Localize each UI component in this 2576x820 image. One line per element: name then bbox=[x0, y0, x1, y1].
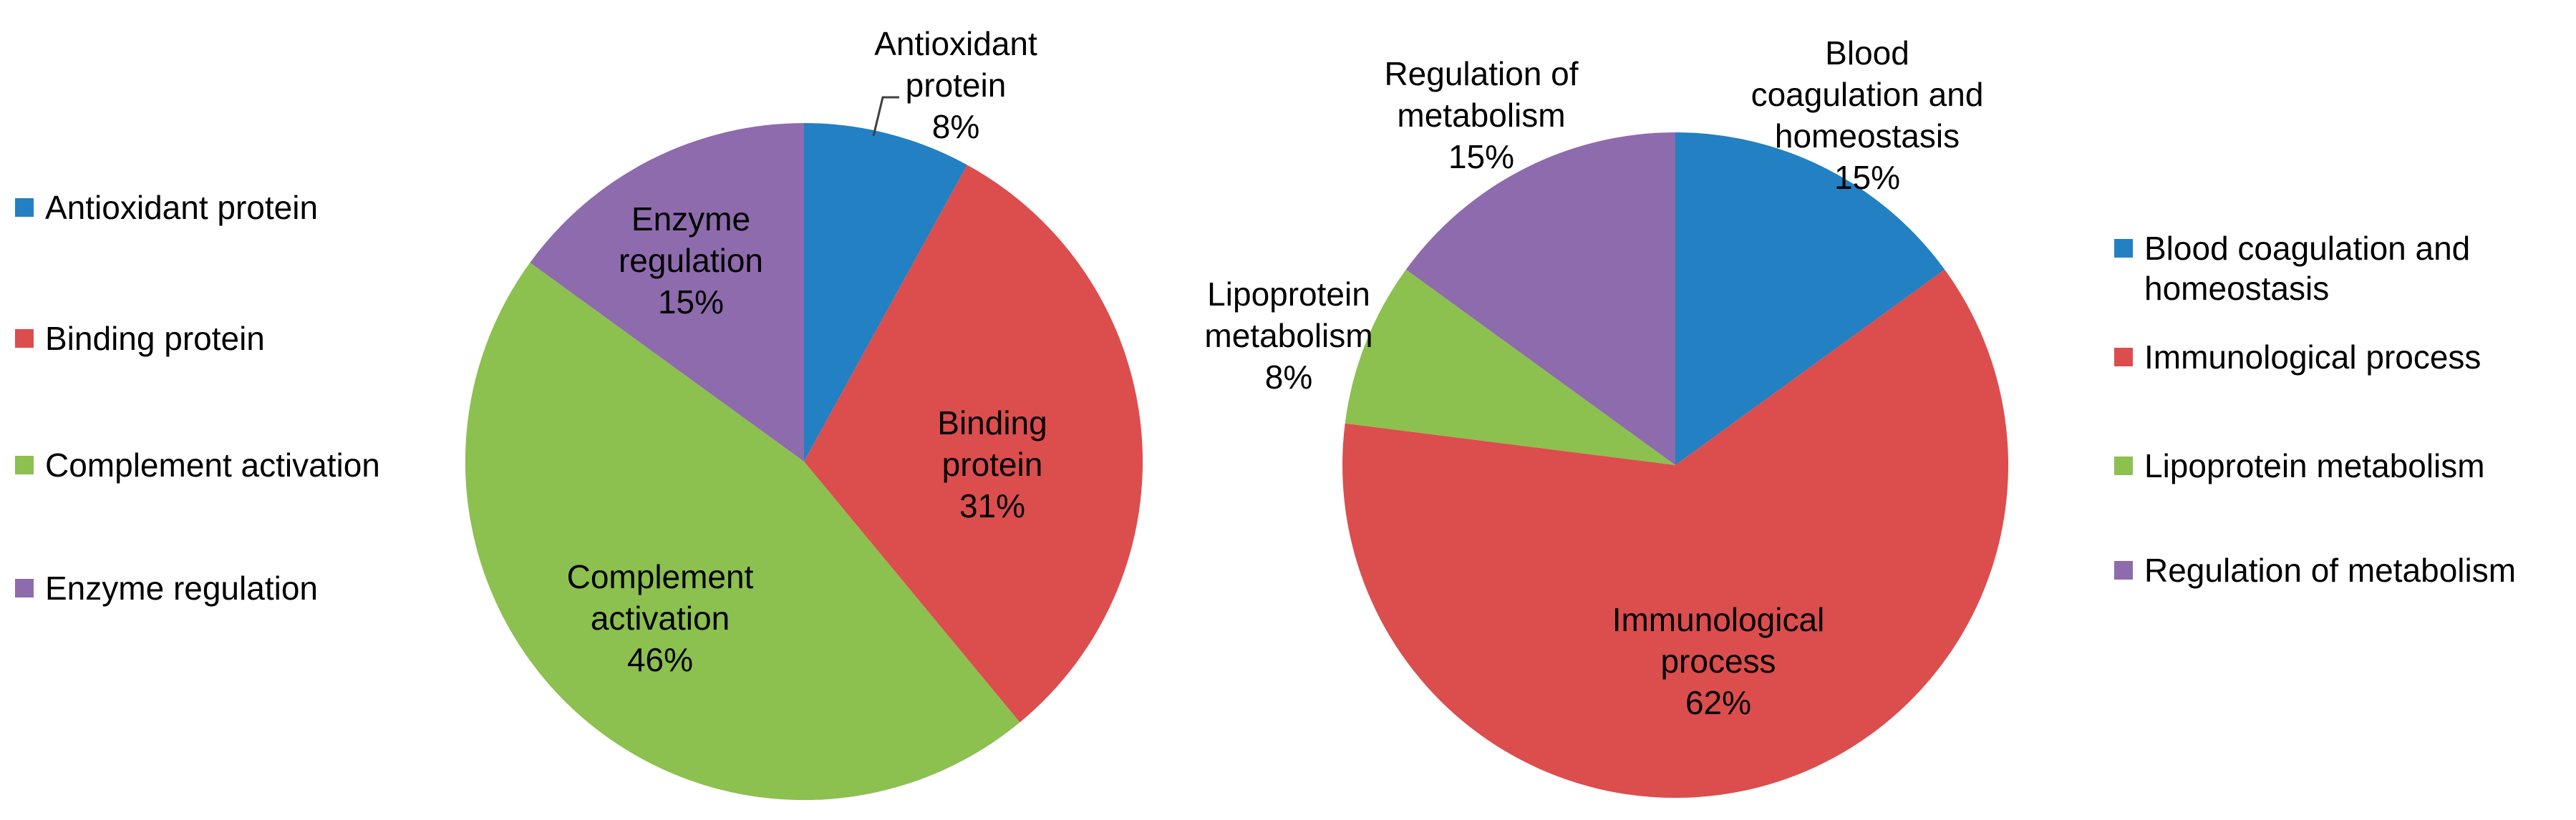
legend-swatch-regulation-of-metabolism bbox=[2114, 561, 2133, 580]
left-pie-legend: Antioxidant protein Binding protein Comp… bbox=[15, 187, 488, 631]
legend-label-complement-activation: Complement activation bbox=[45, 446, 380, 484]
right-pie-chart bbox=[1342, 132, 2009, 799]
pie-slice-complement-activation bbox=[465, 263, 1020, 801]
pie-slice-blood-coagulation-and-homeostasis bbox=[1675, 132, 1945, 465]
slice-label-complement-activation: Complement activation 46% bbox=[566, 558, 754, 678]
legend-swatch-blood-coagulation bbox=[2114, 239, 2133, 258]
legend-item-enzyme-regulation: Enzyme regulation bbox=[15, 568, 318, 608]
left-pie-chart bbox=[465, 123, 1143, 801]
slice-label-enzyme-regulation: Enzyme regulation 15% bbox=[618, 200, 764, 321]
legend-label-antioxidant-protein: Antioxidant protein bbox=[45, 189, 319, 226]
legend-item-binding-protein: Binding protein bbox=[15, 318, 265, 358]
pie-slice-enzyme-regulation bbox=[530, 123, 804, 462]
slice-label-immunological-process: Immunological process 62% bbox=[1612, 601, 1825, 721]
slice-label-lipoprotein-metabolism: Lipoprotein metabolism 8% bbox=[1204, 275, 1373, 396]
pie-slice-lipoprotein-metabolism bbox=[1345, 269, 1675, 465]
legend-item-regulation-of-metabolism: Regulation of metabolism bbox=[2114, 550, 2516, 590]
legend-swatch-immunological-process bbox=[2114, 348, 2133, 366]
antioxidant-callout-line bbox=[872, 96, 899, 137]
slice-label-blood-coagulation: Blood coagulation and homeostasis 15% bbox=[1751, 34, 1984, 196]
legend-label-lipoprotein-metabolism: Lipoprotein metabolism bbox=[2144, 447, 2485, 484]
legend-item-blood-coagulation: Blood coagulation and homeostasis bbox=[2114, 228, 2531, 308]
slice-label-regulation-of-metabolism: Regulation of metabolism 15% bbox=[1384, 55, 1579, 175]
slice-label-antioxidant-protein: Antioxidant protein 8% bbox=[874, 25, 1037, 145]
legend-swatch-enzyme-regulation bbox=[15, 579, 34, 597]
legend-swatch-binding-protein bbox=[15, 329, 34, 348]
legend-item-complement-activation: Complement activation bbox=[15, 445, 380, 485]
legend-item-lipoprotein-metabolism: Lipoprotein metabolism bbox=[2114, 446, 2485, 486]
legend-swatch-complement-activation bbox=[15, 456, 34, 474]
pie-slice-regulation-of-metabolism bbox=[1405, 132, 1675, 465]
pie-slice-antioxidant-protein bbox=[804, 123, 967, 462]
legend-item-immunological-process: Immunological process bbox=[2114, 337, 2481, 377]
legend-swatch-lipoprotein-metabolism bbox=[2114, 457, 2133, 475]
legend-label-enzyme-regulation: Enzyme regulation bbox=[45, 570, 318, 607]
legend-label-immunological-process: Immunological process bbox=[2144, 338, 2481, 376]
pie-slice-binding-protein bbox=[804, 165, 1143, 723]
legend-label-regulation-of-metabolism: Regulation of metabolism bbox=[2144, 552, 2517, 589]
legend-item-antioxidant-protein: Antioxidant protein bbox=[15, 187, 318, 228]
pie-slice-immunological-process bbox=[1342, 269, 2009, 799]
legend-label-binding-protein: Binding protein bbox=[45, 320, 265, 357]
legend-label-blood-coagulation: Blood coagulation and homeostasis bbox=[2144, 230, 2471, 308]
right-pie-legend: Blood coagulation and homeostasis Immuno… bbox=[2114, 228, 2576, 629]
legend-swatch-antioxidant-protein bbox=[15, 198, 34, 217]
slice-label-binding-protein: Binding protein 31% bbox=[937, 404, 1047, 524]
